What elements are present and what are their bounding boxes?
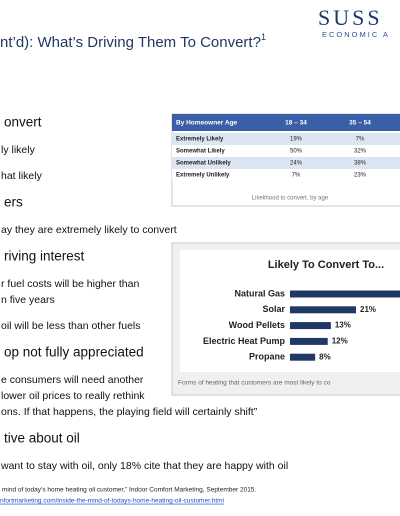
data-label: 8% [319,352,331,361]
table-cell: 50% [290,149,303,155]
slide-title: nt’d): What’s Driving Them To Convert?1 [0,32,266,51]
table-row-bg [172,157,400,169]
category-label: Propane [249,352,285,362]
table-header: 35 – 54 [349,120,371,127]
table-row-bg [172,169,400,181]
table-header: 18 – 34 [285,120,307,127]
category-label: Electric Heat Pump [203,336,286,346]
category-label: Wood Pellets [229,320,285,330]
chart-title: Likely To Convert To... [268,259,384,271]
table-caption: Likelihood to convert, by age [252,196,329,202]
data-label: 21% [360,305,376,314]
table-cell: 38% [354,161,367,167]
table-cell: 23% [354,173,367,179]
table-row-bg [172,145,400,157]
table-cell: Somewhat Likely [176,149,225,155]
table-cell: 7% [356,137,365,143]
bullet-text: ay they are extremely likely to convert [1,224,177,236]
bullet-text: hat likely [1,170,43,182]
bullet-list: onvert ly likely hat likely ers ay they are … [0,115,288,472]
bullet-heading: op not fully appreciated [4,345,144,360]
title-text: nt’d): What’s Driving Them To Convert? [0,34,261,51]
logo: SUSS [318,5,383,30]
table-cell: 7% [292,173,301,179]
bar [290,306,356,314]
category-label: Solar [262,304,285,314]
table-header: By Homeowner Age [176,120,238,127]
table-cell: 24% [290,161,303,167]
bullet-heading: riving interest [4,249,85,264]
bar [290,290,400,298]
category-label: Natural Gas [234,288,285,298]
bullet-text: ons. If that happens, the playing field … [1,406,258,418]
bullet-text: n five years [1,294,55,306]
chart: Likely To Convert To... Forms of heating… [171,242,400,396]
bullet-text: e consumers will need another [1,374,144,386]
table-cell: Extremely Likely [176,137,224,143]
bullet-heading: tive about oil [4,431,80,446]
table-header-bg [172,114,400,131]
bullet-text: oil will be less than other fuels [1,320,141,332]
bullet-text: r fuel costs will be higher than [1,278,139,290]
bar [290,353,316,361]
data-label: 12% [332,337,348,346]
bullet-heading: onvert [4,115,42,130]
bullet-heading: ers [4,195,23,210]
logo-sub: ECONOMIC A [322,30,390,39]
bar [290,322,331,330]
bullet-text: want to stay with oil, only 18% cite tha… [0,460,288,472]
table-cell: Extremely Unlikely [176,173,230,179]
bar [290,337,328,345]
bullet-text: lower oil prices to really rethink [1,390,145,402]
footnote: mind of today’s home heating oil custome… [0,487,256,505]
table-cell: 32% [354,149,367,155]
table-cell: Somewhat Unlikely [176,161,231,167]
chart-caption: Forms of heating that customers are most… [178,380,331,387]
footnote-link: nfortmarketing.com/inside-the-mind-of-to… [0,498,225,505]
footnote-text: mind of today’s home heating oil custome… [2,487,256,494]
table-row-bg [172,133,400,145]
bullet-text: ly likely [1,144,36,156]
table: By Homeowner Age 18 – 34 35 – 54 Extremely … [171,113,400,207]
table-cell: 19% [290,137,303,143]
data-label: 13% [335,321,351,330]
title-sup: 1 [261,32,266,42]
